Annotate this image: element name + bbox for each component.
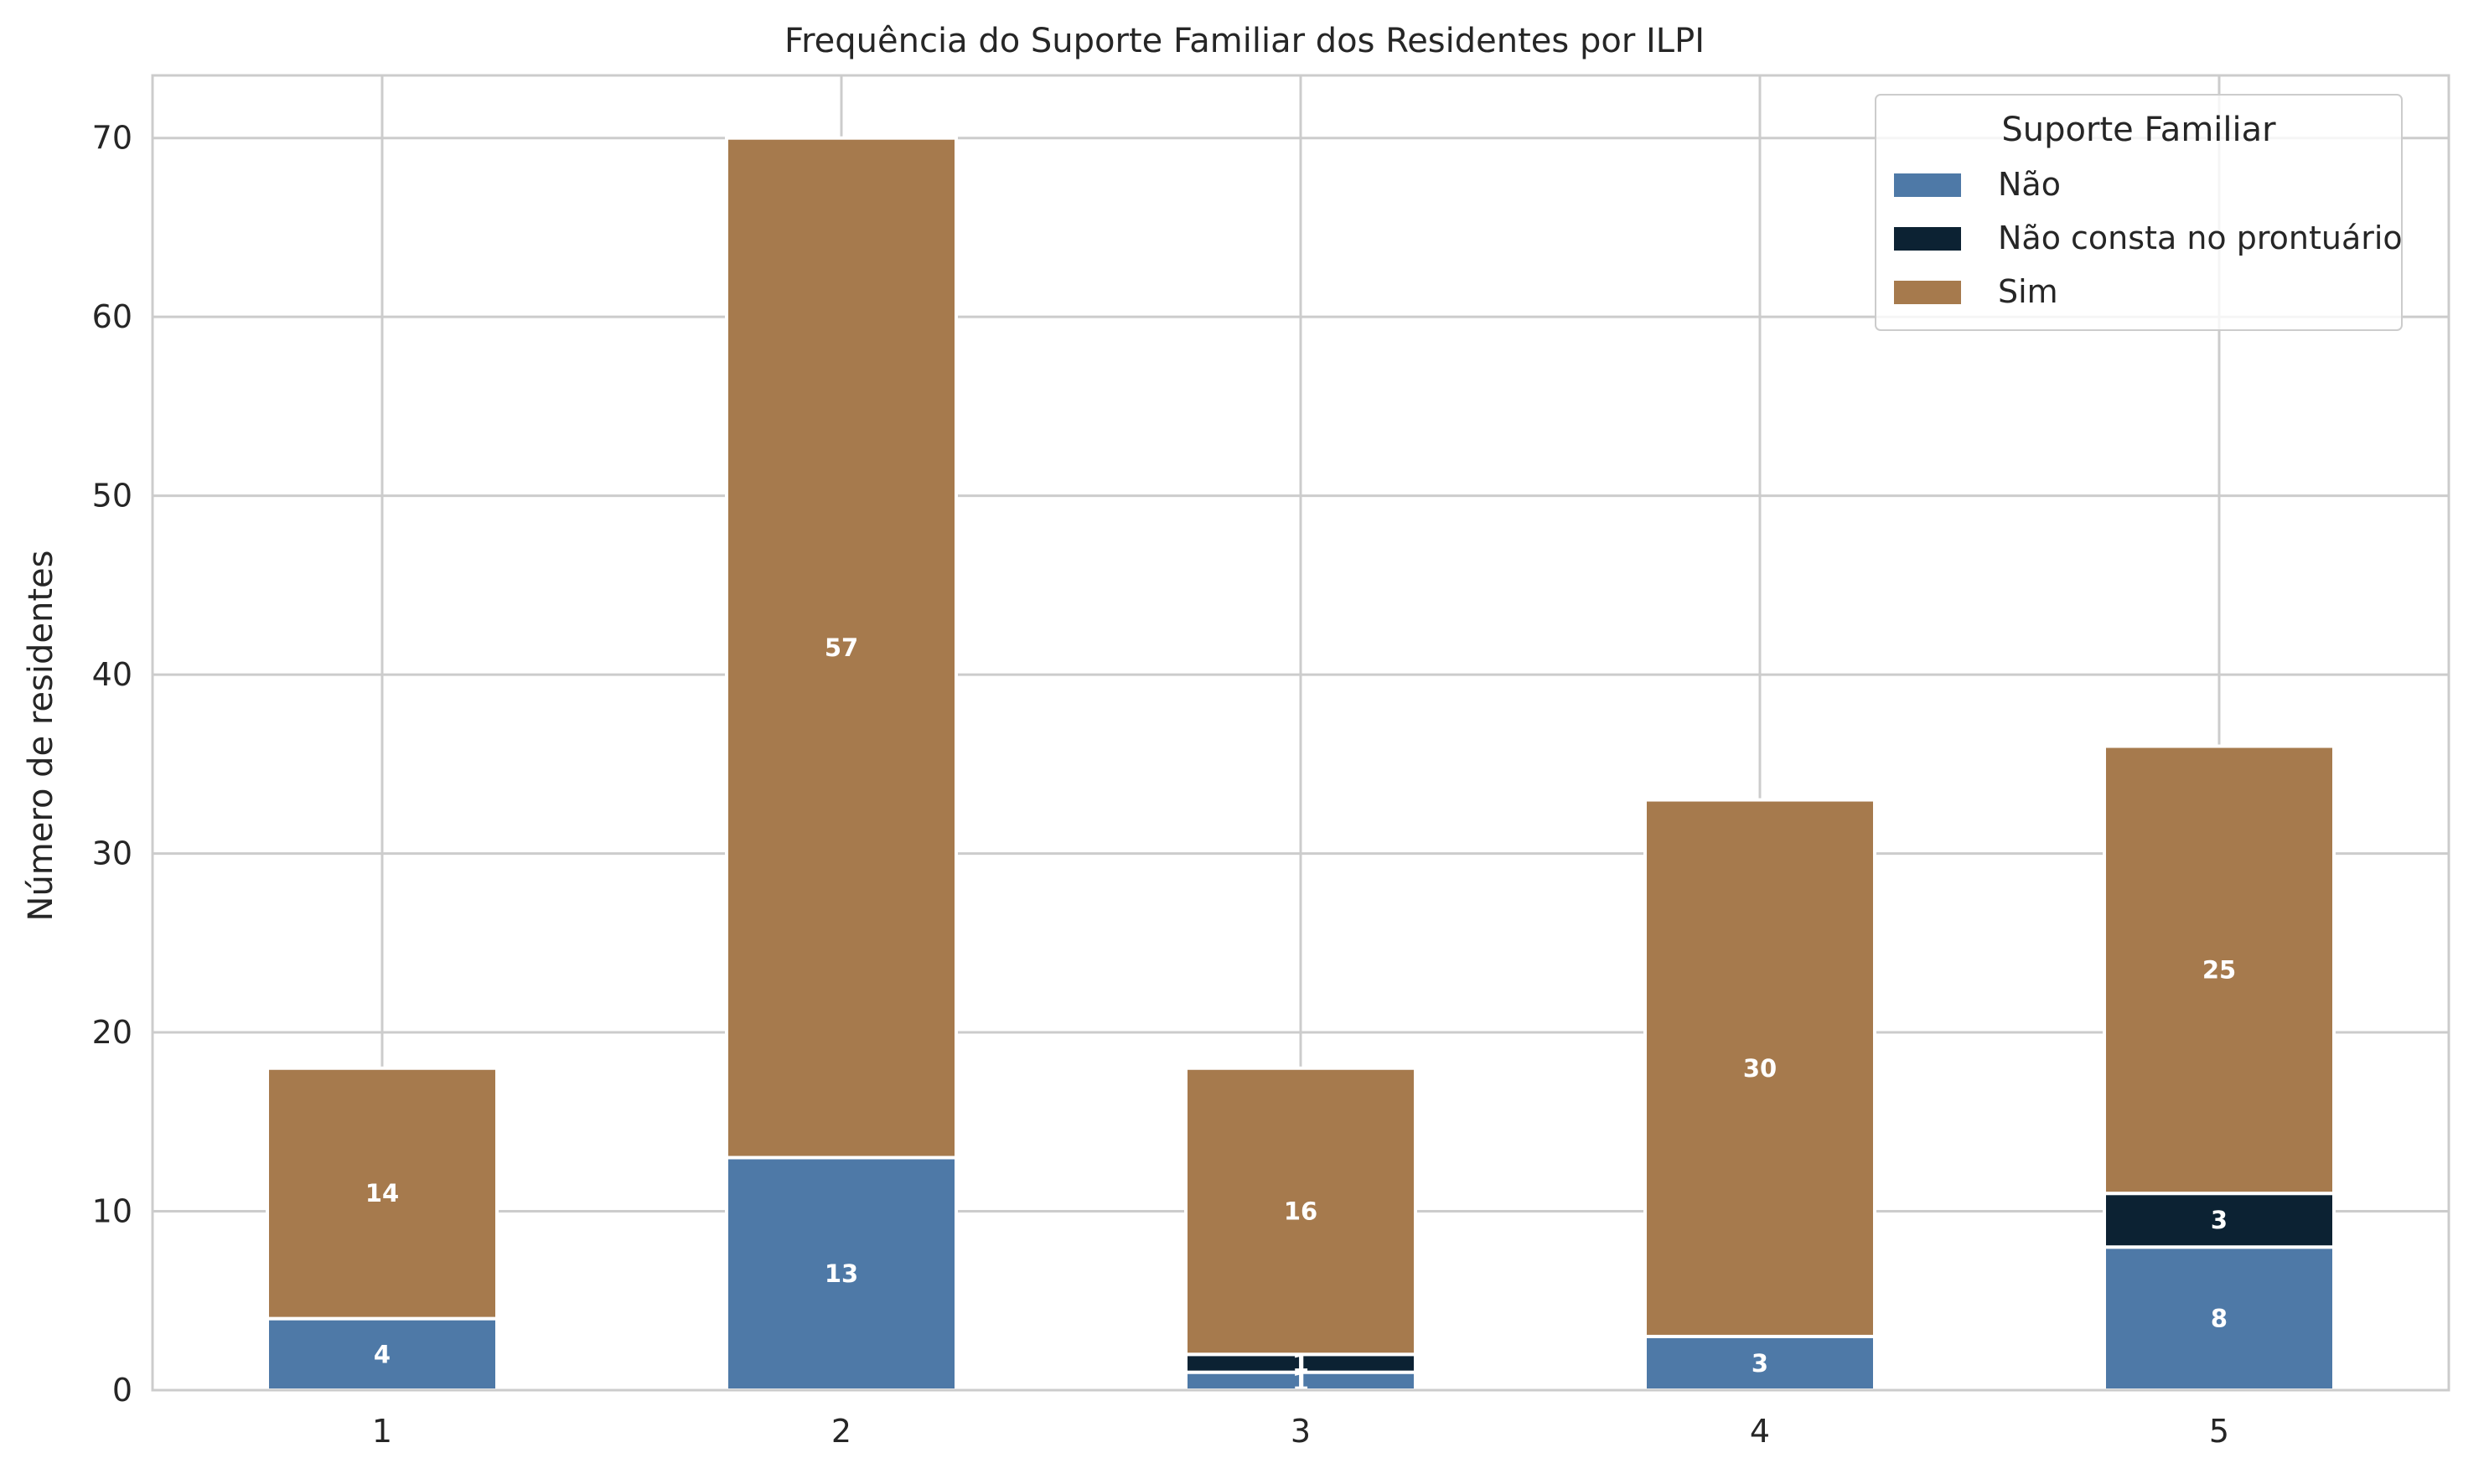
y-tick-label: 70 xyxy=(92,120,132,157)
x-tick-label: 5 xyxy=(2209,1413,2229,1450)
data-label: 3 xyxy=(1752,1349,1768,1378)
bar-segment xyxy=(2103,1245,2336,1392)
legend-title: Suporte Familiar xyxy=(2001,111,2276,149)
y-tick-labels: 0 10 20 30 40 50 60 70 xyxy=(92,120,132,1409)
bars xyxy=(266,136,2336,1393)
bar-segment xyxy=(725,136,958,1160)
y-tick-label: 0 xyxy=(112,1372,132,1409)
chart-title: Frequência do Suporte Familiar dos Resid… xyxy=(784,22,1705,60)
plot-frame xyxy=(151,74,2450,1392)
data-label: 13 xyxy=(825,1259,858,1288)
data-label: 57 xyxy=(825,633,858,662)
legend: Suporte Familiar Não Não consta no prontu… xyxy=(1875,94,2403,331)
x-tick-label: 2 xyxy=(831,1413,851,1450)
bar-segment xyxy=(266,1066,499,1321)
bar-segment xyxy=(1184,1066,1417,1357)
bar-segment xyxy=(725,1156,958,1392)
bar-segment xyxy=(1643,798,1876,1338)
data-label: 14 xyxy=(365,1179,399,1207)
bar-segment xyxy=(266,1316,499,1393)
data-label: 30 xyxy=(1743,1054,1777,1083)
data-labels: 4 14 13 57 11 16 3 30 8 3 25 xyxy=(365,633,2236,1395)
y-tick-label: 40 xyxy=(92,656,132,693)
legend-swatch xyxy=(1894,173,1961,197)
data-label: 16 xyxy=(1284,1197,1317,1226)
legend-box xyxy=(1875,94,2403,331)
bar-segment xyxy=(2103,744,2336,1196)
data-label: 1 xyxy=(1292,1349,1309,1378)
data-label: 4 xyxy=(374,1340,391,1368)
y-tick-label: 30 xyxy=(92,835,132,872)
y-tick-label: 20 xyxy=(92,1014,132,1051)
legend-label: Sim xyxy=(1998,273,2058,310)
data-label: 3 xyxy=(2211,1206,2228,1234)
data-label: 25 xyxy=(2202,955,2236,984)
data-label: 1 xyxy=(1292,1367,1309,1395)
legend-swatch xyxy=(1894,227,1961,251)
legend-label: Não xyxy=(1998,166,2061,203)
y-tick-label: 50 xyxy=(92,478,132,514)
legend-label: Não consta no prontuário xyxy=(1998,220,2403,256)
legend-swatch xyxy=(1894,281,1961,304)
y-tick-label: 60 xyxy=(92,298,132,335)
x-tick-labels: 1 2 3 4 5 xyxy=(372,1413,2229,1450)
x-tick-label: 1 xyxy=(372,1413,392,1450)
x-tick-label: 4 xyxy=(1750,1413,1770,1450)
y-axis-label: Número de residentes xyxy=(22,551,60,922)
y-tick-label: 10 xyxy=(92,1193,132,1230)
data-label: 8 xyxy=(2211,1305,2228,1333)
x-tick-label: 3 xyxy=(1291,1413,1311,1450)
legend-items: Não Não consta no prontuário Sim xyxy=(1894,166,2403,310)
